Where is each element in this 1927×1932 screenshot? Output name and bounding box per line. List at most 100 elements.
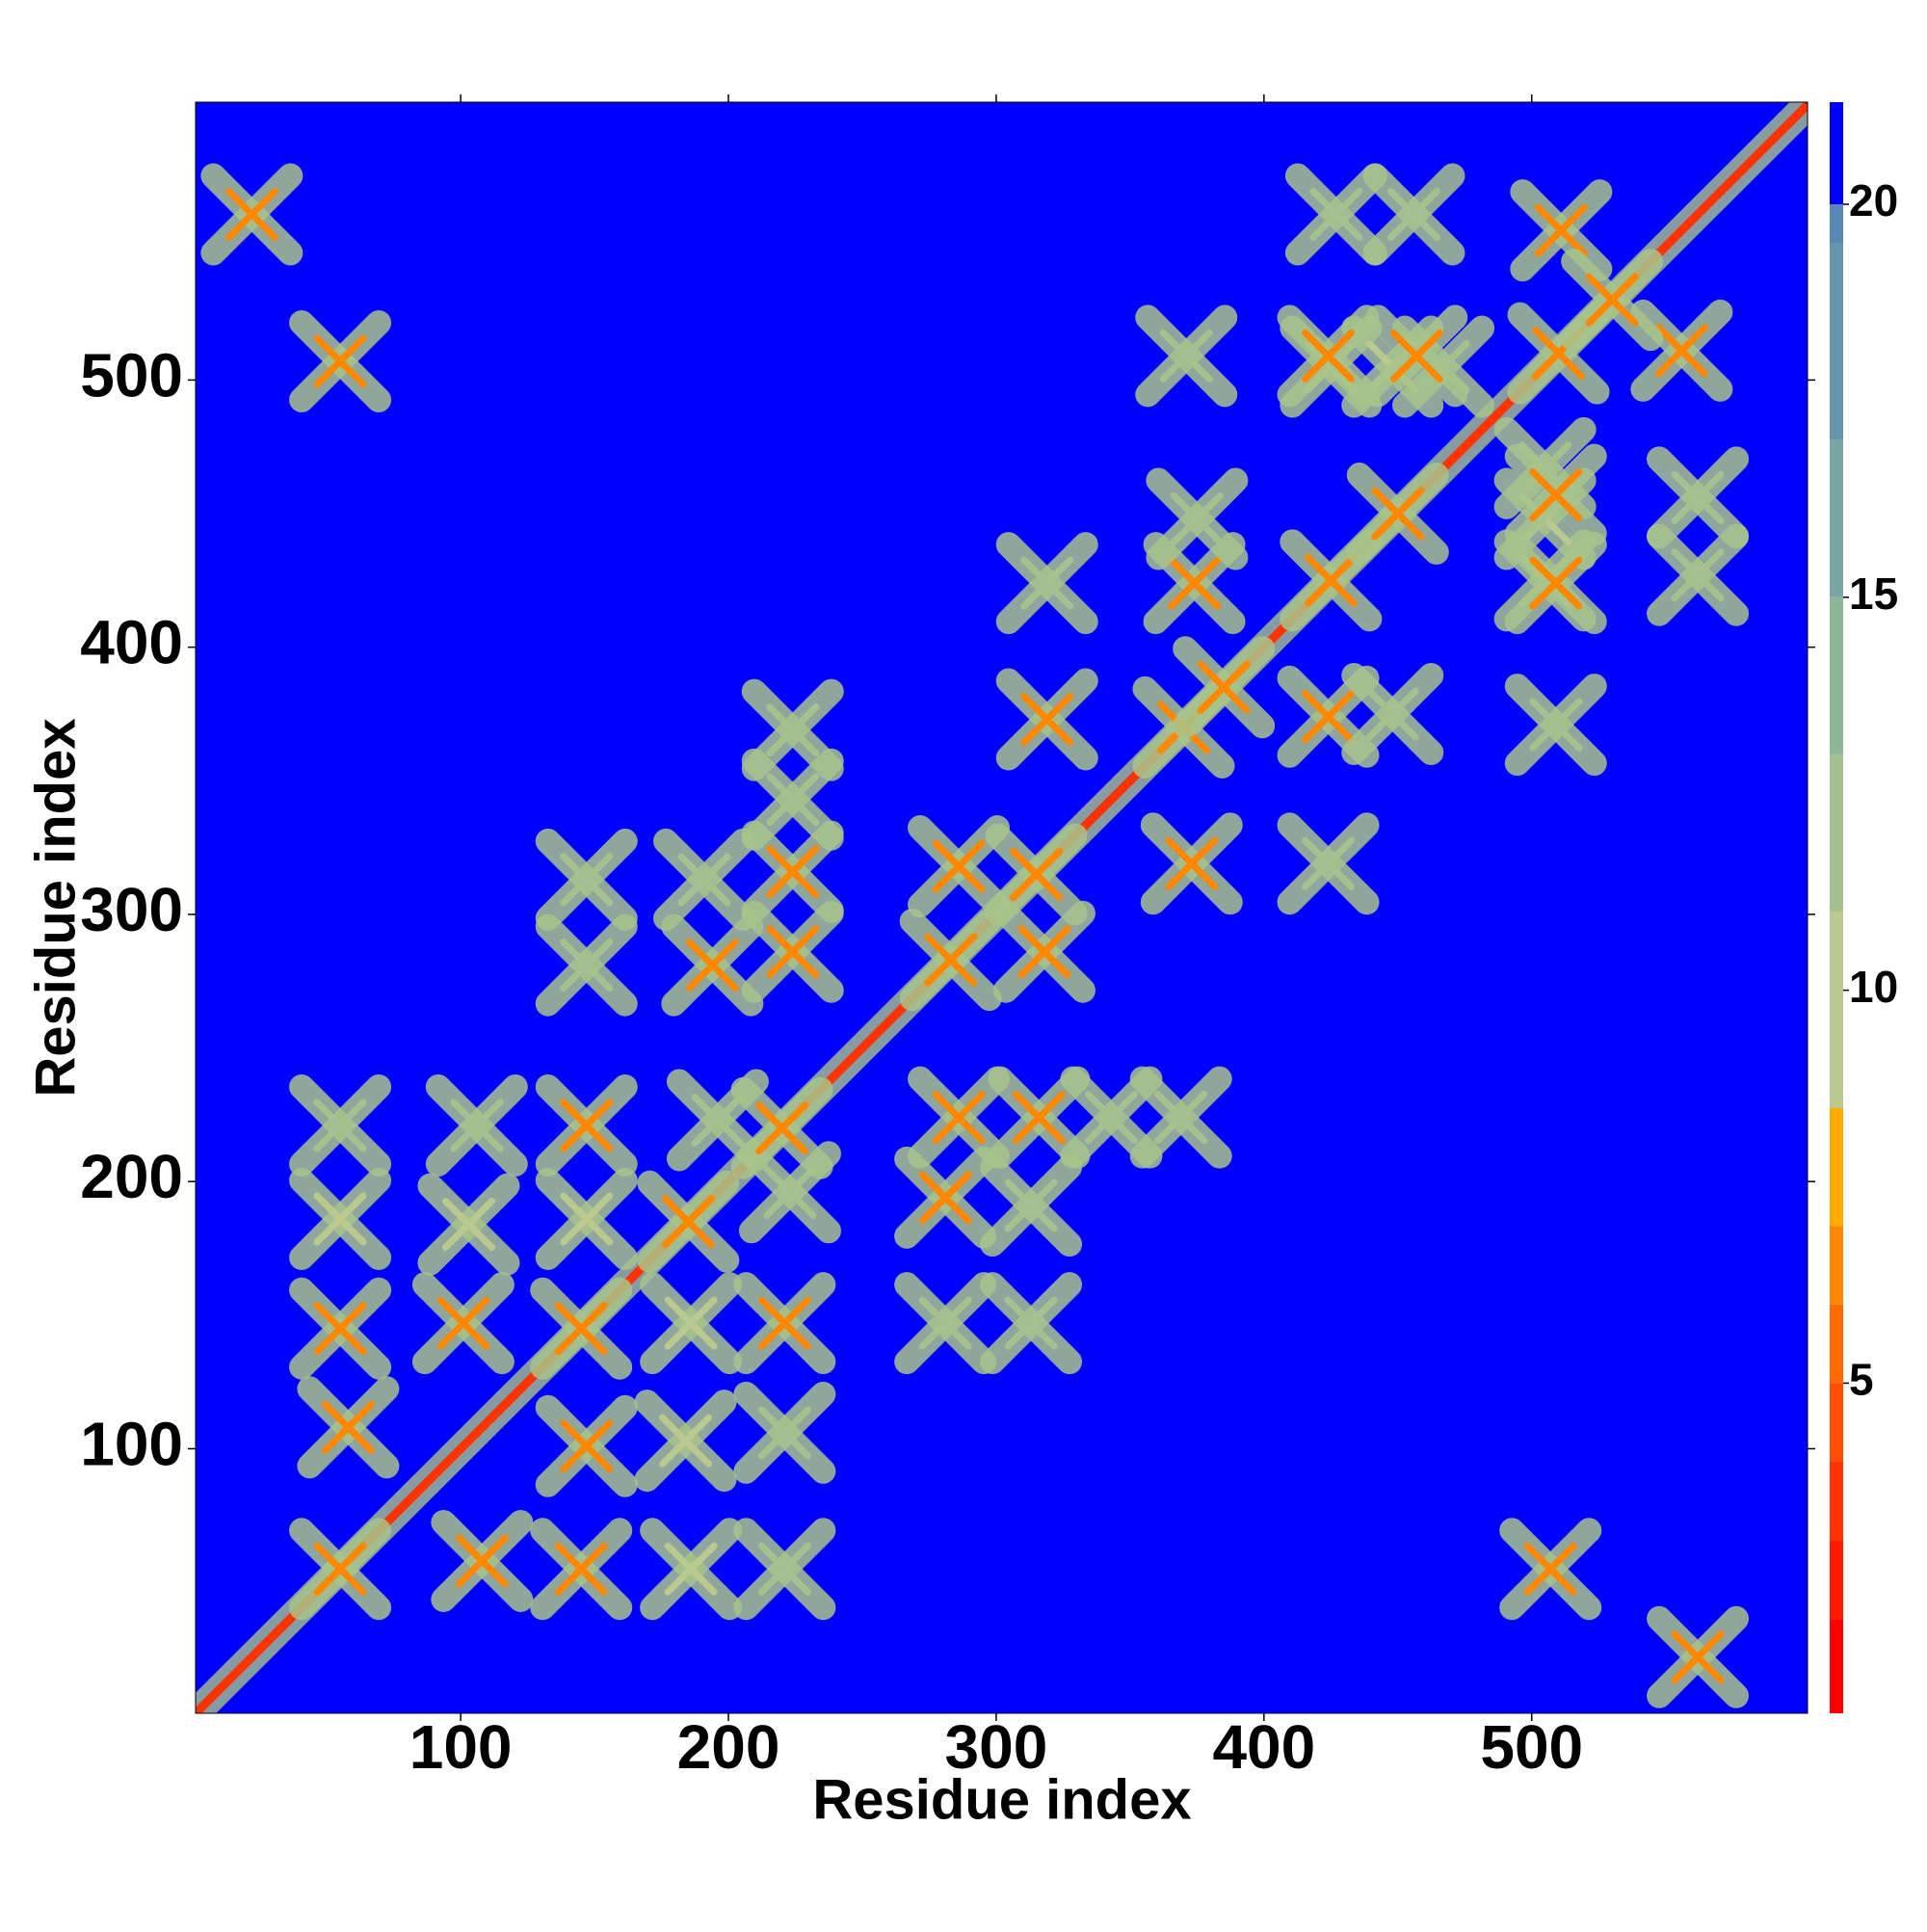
contact (1129, 1066, 1232, 1169)
contact (1146, 467, 1249, 570)
contact (1504, 443, 1607, 546)
y-tick-label: 100 (80, 1409, 183, 1478)
contact (1362, 163, 1465, 266)
contact-core (1529, 556, 1583, 610)
contact-core (763, 1165, 817, 1219)
contact (1365, 304, 1468, 408)
contact-core (560, 1098, 614, 1152)
x-tick-label: 500 (1480, 1712, 1583, 1782)
contact (741, 678, 844, 781)
contact (733, 1518, 836, 1621)
contact (289, 1518, 392, 1621)
contact-core (932, 1091, 986, 1145)
contact-core (1654, 324, 1708, 378)
plot-frame (195, 101, 1808, 1714)
contact-core (224, 187, 278, 241)
x-tick-label: 400 (1212, 1712, 1315, 1782)
y-tick-label: 200 (80, 1142, 183, 1211)
contact-core (932, 839, 986, 893)
contact-core (1012, 1091, 1066, 1145)
colorbar-band (1830, 1226, 1843, 1305)
contact-core (1309, 187, 1363, 241)
contact-core (313, 1302, 367, 1356)
contact-core (1020, 693, 1074, 747)
contact (733, 1381, 836, 1484)
contact-core (924, 933, 978, 987)
y-tick-label: 300 (80, 875, 183, 944)
contact (289, 309, 392, 412)
contact-core (757, 1406, 811, 1460)
contact-core (441, 1198, 495, 1252)
contact (200, 163, 304, 266)
contact (1277, 304, 1380, 408)
colorbar-band (1830, 243, 1843, 440)
contact-core (450, 1098, 504, 1152)
contact (741, 820, 844, 923)
contact (733, 1272, 836, 1375)
contact (289, 1073, 392, 1177)
contact-core (1671, 548, 1725, 602)
contact (992, 900, 1095, 1003)
contact (899, 909, 1002, 1012)
contact-core (664, 1542, 718, 1596)
contact-core (1159, 329, 1213, 383)
contact (653, 828, 756, 931)
contact-core (313, 1192, 367, 1246)
contact (894, 1272, 997, 1375)
contact (1060, 1066, 1163, 1169)
contact-core (554, 1542, 608, 1596)
colorbar-tick-label: 20 (1849, 175, 1898, 225)
contact-core (1671, 470, 1725, 524)
contact (741, 748, 844, 851)
contact (1135, 304, 1238, 408)
contact (1140, 812, 1243, 915)
contact-core (755, 1101, 809, 1155)
contact (995, 532, 1098, 635)
contact-core (1004, 1178, 1058, 1232)
contact (640, 1272, 743, 1375)
contact (637, 1170, 740, 1273)
colorbar-band (1830, 1619, 1843, 1713)
contact-core (1084, 1091, 1138, 1145)
contact (908, 815, 1011, 918)
contact-core (766, 703, 820, 757)
contact (1561, 249, 1664, 352)
colorbar-band (1830, 1383, 1843, 1463)
y-axis-title: Residue index (24, 718, 87, 1097)
contact (1284, 163, 1387, 266)
contact (634, 1389, 737, 1493)
colorbar-tick-label: 5 (1849, 1355, 1874, 1405)
contact-core (1365, 687, 1419, 741)
contact (535, 1394, 638, 1497)
contact (730, 1076, 833, 1179)
contact (661, 913, 764, 1017)
contact (980, 1154, 1083, 1257)
contact (417, 1173, 520, 1276)
contact (1647, 523, 1750, 626)
contact (1630, 299, 1733, 402)
y-tick-label: 400 (80, 608, 183, 677)
contact-core (685, 939, 739, 992)
contact-core (313, 1098, 367, 1152)
heatmap-cells (196, 102, 1808, 1713)
contact-core (560, 853, 614, 907)
contact-core (1304, 553, 1358, 607)
contact (425, 1073, 528, 1177)
contact-core (1585, 273, 1639, 327)
contact (995, 668, 1098, 771)
contact (1277, 812, 1380, 915)
contact (894, 1146, 997, 1249)
x-axis-title: Residue index (812, 1768, 1191, 1831)
contact-core (560, 1192, 614, 1246)
contact (1504, 532, 1607, 635)
contact (289, 1168, 392, 1271)
contact-core (757, 1296, 811, 1350)
contact (988, 1066, 1091, 1169)
contact (530, 1277, 633, 1380)
contact (1173, 636, 1276, 739)
contact (640, 1518, 743, 1621)
colorbar-band (1830, 102, 1843, 205)
contact-core (1523, 1542, 1577, 1596)
contact (741, 900, 844, 1003)
